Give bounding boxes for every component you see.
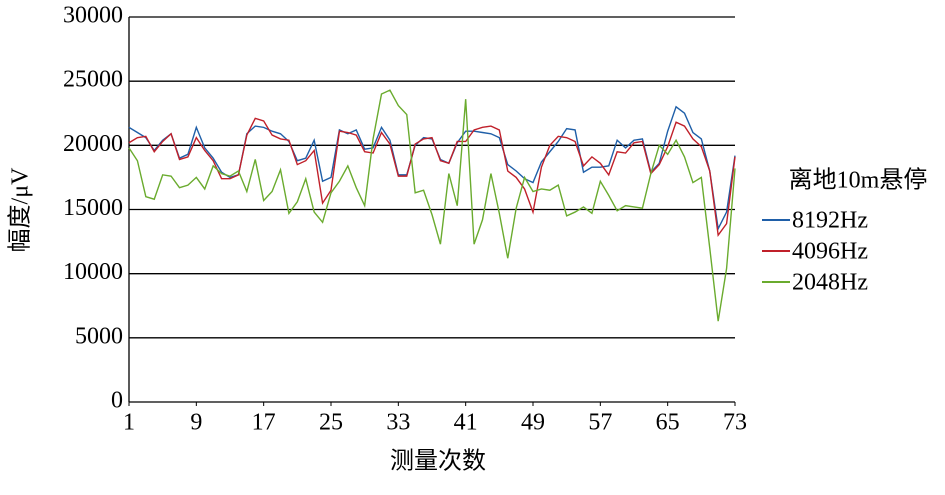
y-tick-label: 10000 [63, 259, 123, 285]
x-axis-label: 测量次数 [390, 448, 486, 475]
x-tick-label: 17 [252, 410, 276, 436]
legend-label: 2048Hz [792, 270, 868, 296]
y-tick-label: 20000 [63, 131, 123, 157]
x-tick-label: 33 [386, 410, 410, 436]
x-tick-label: 41 [454, 410, 478, 436]
series-line [128, 117, 736, 237]
x-tick-label: 57 [588, 410, 612, 436]
x-tick-label: 49 [521, 410, 545, 436]
legend-title: 离地10m悬停 [789, 167, 928, 194]
x-tick-label: 73 [723, 410, 747, 436]
series-line [128, 89, 736, 322]
x-tick-label: 1 [123, 410, 135, 436]
legend-label: 4096Hz [792, 239, 868, 265]
legend-label: 8192Hz [792, 208, 868, 234]
y-tick-label: 15000 [63, 195, 123, 221]
y-axis-label: 幅度/μV [7, 167, 34, 253]
y-tick-label: 5000 [75, 323, 123, 349]
x-tick-label: 9 [190, 410, 202, 436]
y-tick-label: 0 [111, 388, 123, 414]
series-line [128, 105, 736, 232]
x-tick-label: 25 [319, 410, 343, 436]
y-tick-label: 25000 [63, 67, 123, 93]
y-tick-label: 30000 [63, 3, 123, 29]
x-tick-label: 65 [656, 410, 680, 436]
